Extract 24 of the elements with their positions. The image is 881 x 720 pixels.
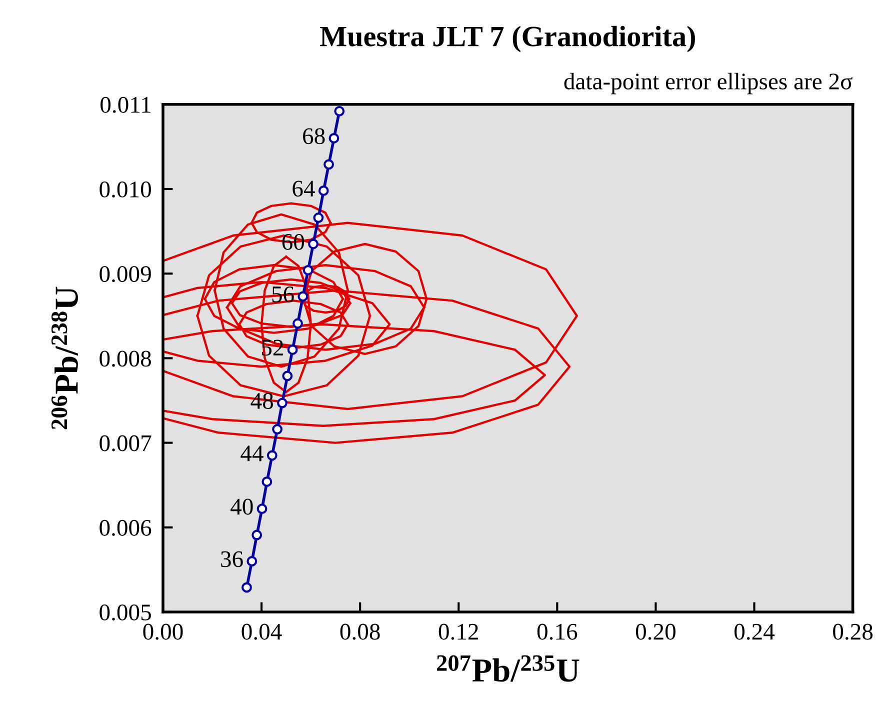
annotation: 36 xyxy=(221,551,243,568)
x-tick-label: 0.12 xyxy=(438,624,478,640)
y-axis-title: $^{206}$Pb/$^{238}$U xyxy=(51,286,78,430)
y-tick-label: 0.007 xyxy=(100,435,152,452)
y-tick-label: 0.005 xyxy=(100,604,151,621)
y-tick-label: 0.008 xyxy=(100,350,151,367)
x-tick-label: 0.00 xyxy=(143,624,183,640)
annotation: 68 xyxy=(303,128,325,144)
chart-title: Muestra JLT 7 (Granodiorita) xyxy=(320,26,695,52)
x-tick-label: 0.08 xyxy=(340,624,380,640)
x-axis-title: $^{207}$Pb/$^{235}$U xyxy=(436,655,580,682)
annotation: 40 xyxy=(230,498,253,515)
x-tick-label: 0.24 xyxy=(734,624,775,640)
y-tick-label: 0.006 xyxy=(100,520,152,536)
y-tick-label: 0.010 xyxy=(100,181,151,198)
x-tick-label: 0.16 xyxy=(537,624,578,640)
y-tick-label: 0.009 xyxy=(100,266,151,282)
text: data-point error ellipses are 2σ xyxy=(564,72,852,94)
annotation: 64 xyxy=(292,180,315,197)
x-tick-label: 0.20 xyxy=(636,624,676,640)
annotation: 44 xyxy=(240,446,264,462)
x-tick-label: 0.04 xyxy=(242,624,282,640)
y-tick-label: 0.011 xyxy=(100,96,150,113)
x-tick-label: 0.28 xyxy=(833,624,873,640)
